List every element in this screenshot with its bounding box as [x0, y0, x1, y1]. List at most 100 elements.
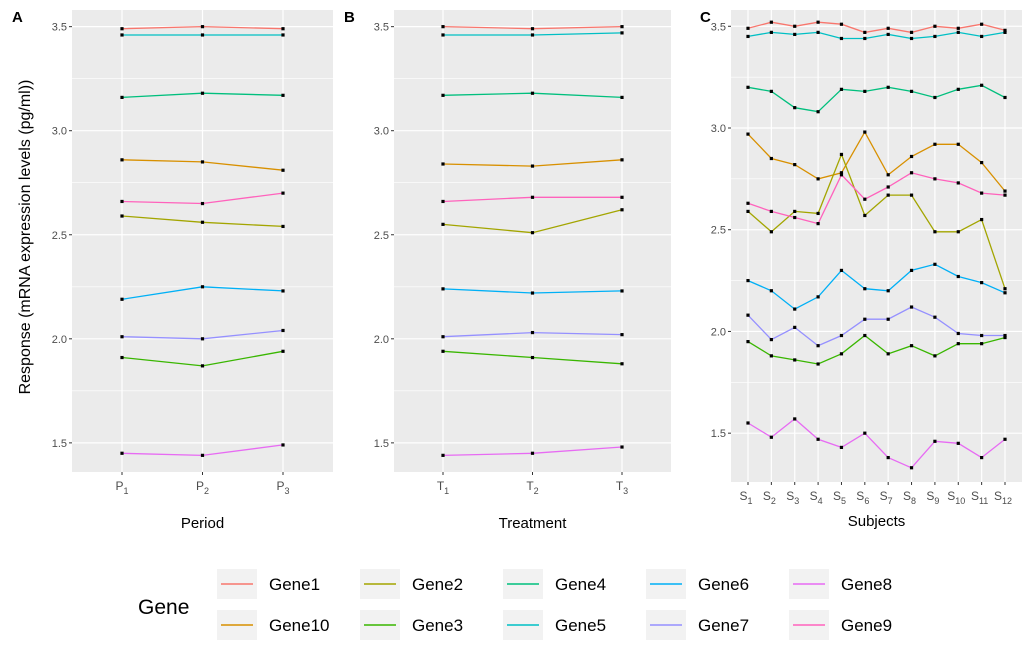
data-point: [863, 130, 867, 134]
data-point: [441, 335, 445, 339]
series-line-gene9: [747, 172, 1006, 225]
data-point: [281, 224, 285, 229]
data-point: [1003, 335, 1007, 340]
data-point: [863, 287, 867, 291]
legend-item-gene10: Gene10: [217, 610, 330, 640]
data-point: [200, 364, 205, 368]
data-point: [620, 95, 624, 100]
data-point: [793, 325, 797, 329]
data-point: [620, 445, 624, 449]
data-point: [200, 220, 205, 224]
data-point: [863, 317, 867, 321]
x-tick-label: S5: [833, 489, 846, 506]
series-line-gene2: [747, 152, 1006, 289]
data-point: [909, 344, 914, 348]
data-point: [281, 328, 285, 333]
data-point: [120, 214, 124, 218]
data-point: [620, 208, 624, 212]
data-point: [441, 222, 445, 226]
x-tick-label: P2: [196, 479, 209, 496]
data-point: [816, 177, 820, 181]
legend-item-gene3: Gene3: [360, 610, 463, 640]
data-point: [200, 285, 205, 289]
data-point: [1003, 287, 1007, 291]
data-point: [281, 349, 285, 353]
data-point: [530, 91, 535, 95]
data-point: [839, 152, 844, 157]
x-tick-label: S6: [856, 489, 869, 506]
data-point: [956, 181, 960, 185]
data-point: [886, 289, 890, 293]
data-point: [120, 355, 124, 360]
data-point: [816, 20, 820, 24]
legend-label: Gene10: [269, 616, 330, 635]
data-point: [839, 173, 844, 177]
data-point: [909, 305, 914, 309]
x-tick-label: S4: [810, 489, 823, 506]
data-point: [980, 217, 984, 222]
data-point: [956, 26, 960, 30]
data-point: [793, 215, 797, 220]
data-point: [933, 439, 937, 443]
data-point: [746, 26, 750, 30]
data-point: [120, 27, 124, 31]
data-point: [120, 335, 124, 339]
panel-label: C: [700, 9, 711, 26]
data-point: [863, 197, 867, 201]
data-point: [530, 33, 535, 37]
data-point: [933, 34, 937, 39]
y-tick-label: 2.0: [711, 326, 726, 338]
x-tick-label: T3: [616, 479, 628, 496]
data-point: [530, 195, 535, 199]
data-point: [816, 211, 820, 216]
data-point: [746, 209, 750, 214]
data-point: [281, 289, 285, 293]
data-point: [886, 85, 890, 89]
data-point: [441, 93, 445, 97]
series-line-gene7: [747, 306, 1005, 347]
data-point: [769, 230, 773, 234]
legend-label: Gene2: [412, 575, 463, 594]
data-point: [441, 349, 445, 353]
data-point: [863, 431, 867, 435]
data-point: [816, 295, 820, 299]
data-point: [746, 313, 750, 317]
data-point: [839, 445, 844, 450]
panels: 1.5 2.0 2.5 3.0 3.5 P1 P2 P3 A Period 1.5 2.0 2.5 3.0…: [12, 9, 1022, 532]
y-tick-label: 3.0: [711, 123, 726, 135]
data-point: [793, 358, 797, 362]
data-point: [886, 173, 890, 177]
legend-item-gene1: Gene1: [217, 569, 320, 599]
data-point: [909, 171, 914, 175]
data-point: [620, 195, 624, 199]
series-line-gene10: [747, 130, 1006, 192]
data-point: [909, 193, 914, 197]
data-point: [530, 451, 535, 455]
data-point: [620, 25, 624, 29]
data-point: [933, 95, 937, 100]
data-point: [1003, 30, 1007, 34]
data-point: [933, 177, 937, 181]
data-point: [120, 199, 124, 204]
data-point: [769, 354, 773, 358]
data-point: [620, 158, 624, 162]
data-point: [956, 142, 960, 146]
legend-label: Gene3: [412, 616, 463, 635]
y-axis-title: Response (mRNA expression levels (pg/ml)…: [17, 80, 34, 395]
data-point: [956, 274, 960, 279]
legend-label: Gene5: [555, 616, 606, 635]
data-point: [620, 333, 624, 337]
data-point: [200, 453, 205, 457]
data-point: [933, 262, 937, 266]
legend-label: Gene8: [841, 575, 892, 594]
data-point: [980, 160, 984, 165]
data-point: [769, 337, 773, 342]
data-point: [281, 93, 285, 97]
data-point: [793, 32, 797, 37]
y-tick-label: 1.5: [711, 428, 726, 440]
y-tick-label: 2.5: [52, 230, 67, 242]
x-axis-title: Period: [181, 515, 224, 532]
data-point: [886, 193, 890, 197]
data-point: [620, 362, 624, 366]
